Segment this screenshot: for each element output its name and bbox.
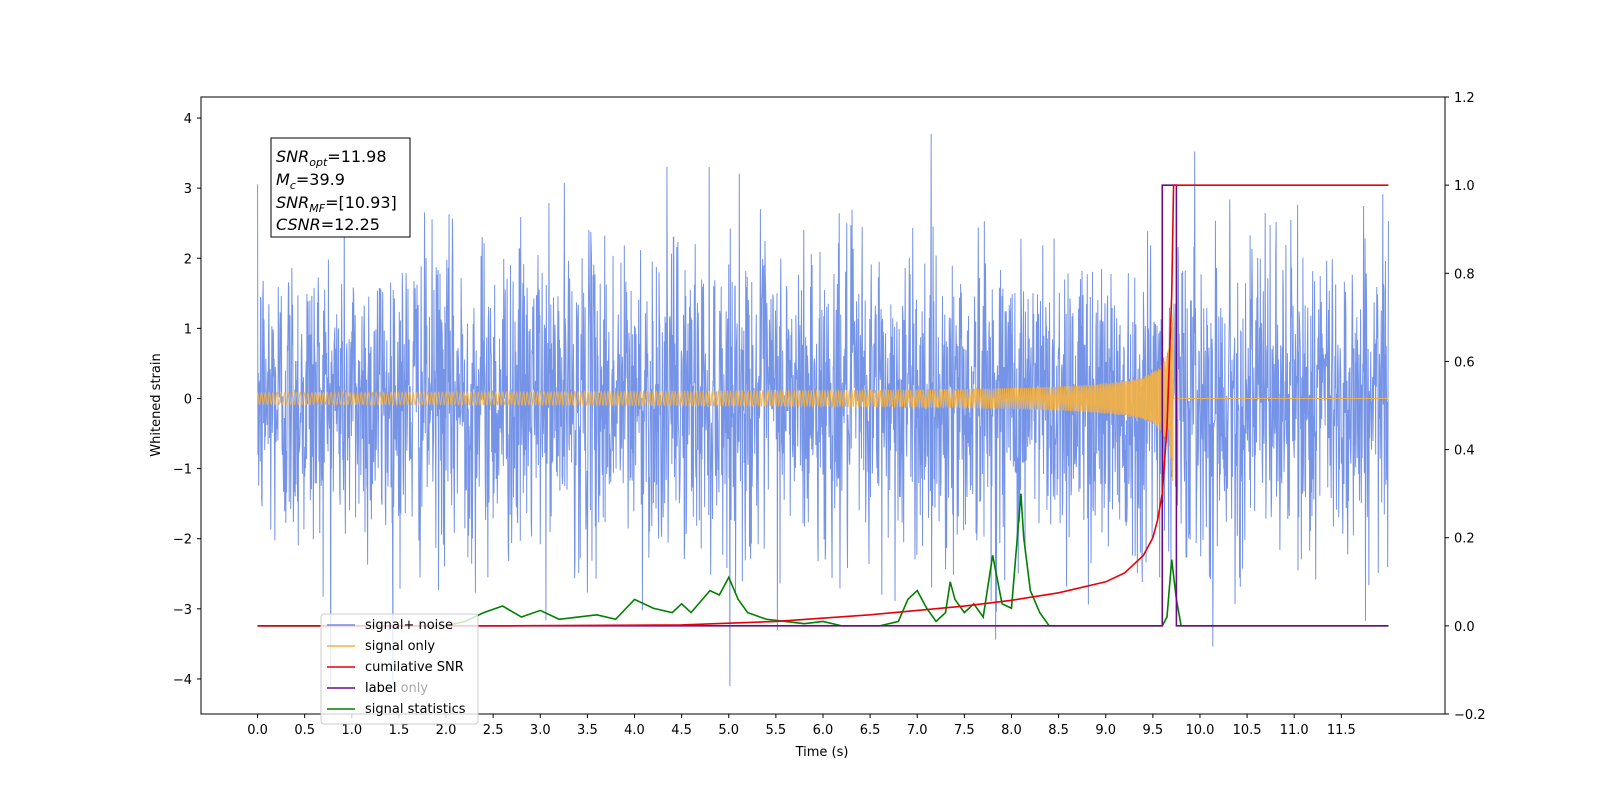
annotation-box: SNRopt=11.98 Mc=39.9 SNRMF=[10.93] CSNR=… <box>270 137 411 238</box>
legend-label-label-only: label only <box>365 681 428 696</box>
x-tick-label: 0.5 <box>294 723 315 738</box>
x-axis-label: Time (s) <box>795 745 849 760</box>
y-tick-label: −1 <box>173 463 192 478</box>
snr-mf-annotation: SNRMF=[10.93] <box>276 193 397 215</box>
x-tick-label: 2.5 <box>483 723 504 738</box>
x-tick-label: 8.0 <box>1001 723 1022 738</box>
y2-tick-label: 0.0 <box>1454 620 1475 635</box>
y2-tick-label: −0.2 <box>1454 708 1486 723</box>
x-tick-label: 9.5 <box>1143 723 1164 738</box>
y2-tick-label: 0.4 <box>1454 444 1475 459</box>
y-tick-label: 1 <box>184 322 192 337</box>
x-tick-label: 10.0 <box>1185 723 1214 738</box>
x-tick-label: 1.0 <box>341 723 362 738</box>
y2-tick-label: 0.2 <box>1454 532 1475 547</box>
y-tick-label: −2 <box>173 533 192 548</box>
y2-tick-label: 0.6 <box>1454 355 1475 370</box>
y2-tick-label: 1.2 <box>1454 91 1475 106</box>
x-tick-label: 11.0 <box>1280 723 1309 738</box>
legend: signal+ noise signal only cumilative SNR… <box>320 613 479 725</box>
x-tick-label: 2.0 <box>436 723 457 738</box>
x-tick-label: 6.5 <box>860 723 881 738</box>
cumulative-snr-series <box>257 184 1389 627</box>
csnr-annotation: CSNR=12.25 <box>276 215 380 234</box>
signal-noise-series <box>257 133 1389 686</box>
x-tick-label: 0.0 <box>247 723 268 738</box>
x-axis: 0.0 0.5 1.0 1.5 2.0 2.5 3.0 3.5 4.0 4.5 5.0 5.5 6.0 6… <box>247 714 1356 738</box>
y-tick-label: 0 <box>184 392 192 407</box>
label-line <box>257 184 1389 627</box>
cumulative-snr-line <box>257 184 1389 627</box>
label-series <box>257 184 1389 627</box>
y2-tick-label: 1.0 <box>1454 179 1475 194</box>
signal-only-line <box>257 303 1389 482</box>
legend-label-label: label <box>365 681 396 696</box>
y-tick-label: 4 <box>184 112 192 127</box>
y-tick-label: 3 <box>184 182 192 197</box>
x-tick-label: 8.5 <box>1048 723 1069 738</box>
mc-annotation: Mc=39.9 <box>276 170 345 192</box>
signal-only-series <box>257 303 1389 482</box>
x-tick-label: 7.5 <box>954 723 975 738</box>
signal-noise-line <box>257 133 1389 686</box>
x-tick-label: 6.0 <box>813 723 834 738</box>
x-tick-label: 4.0 <box>624 723 645 738</box>
y-tick-label: 2 <box>184 252 192 267</box>
x-tick-label: 4.5 <box>671 723 692 738</box>
legend-label-signal-statistics: signal statistics <box>365 702 466 717</box>
x-tick-label: 7.0 <box>907 723 928 738</box>
y-axis-right: 1.2 1.0 0.8 0.6 0.4 0.2 0.0 −0.2 <box>1445 91 1486 723</box>
x-tick-label: 9.0 <box>1095 723 1116 738</box>
legend-label-cumulative-snr: cumilative SNR <box>365 660 464 675</box>
snr-opt-annotation: SNRopt=11.98 <box>276 147 387 169</box>
legend-label-signal-noise: signal+ noise <box>365 618 453 633</box>
y-axis-left: 4 3 2 1 0 −1 −2 −3 −4 <box>173 112 201 688</box>
y-axis-label: Whitened strain <box>149 353 164 456</box>
x-tick-label: 1.5 <box>389 723 410 738</box>
x-tick-label: 3.0 <box>530 723 551 738</box>
x-tick-label: 10.5 <box>1233 723 1262 738</box>
y-tick-label: −4 <box>173 673 192 688</box>
y2-tick-label: 0.8 <box>1454 267 1475 282</box>
y-tick-label: −3 <box>173 603 192 618</box>
x-tick-label: 5.0 <box>718 723 739 738</box>
x-tick-label: 11.5 <box>1327 723 1356 738</box>
x-tick-label: 3.5 <box>577 723 598 738</box>
x-tick-label: 5.5 <box>766 723 787 738</box>
legend-label-signal-only: signal only <box>365 639 435 654</box>
